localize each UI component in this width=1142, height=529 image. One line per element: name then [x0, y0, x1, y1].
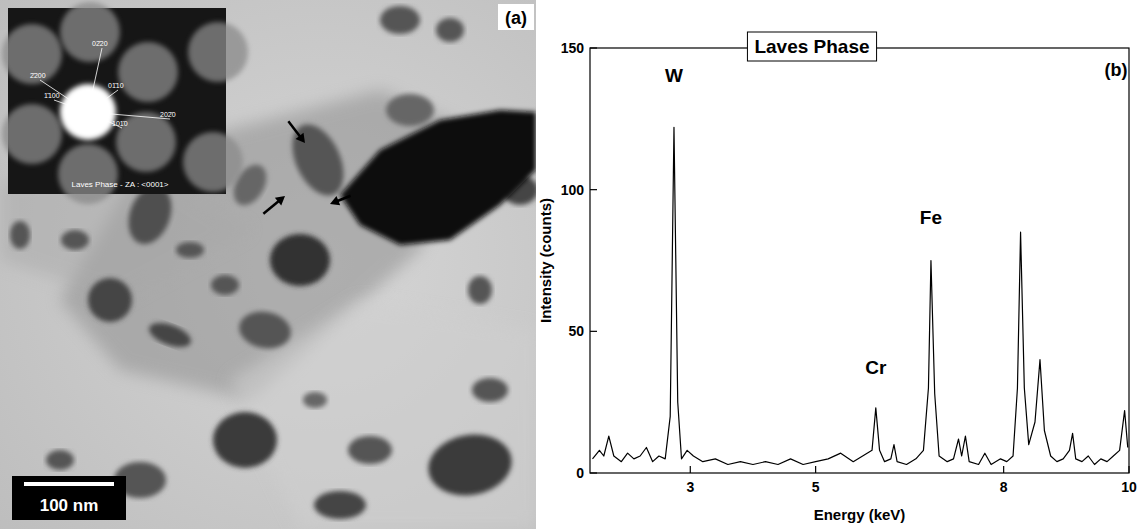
peak-label: Cr: [865, 357, 887, 378]
diffraction-disk: [2, 104, 62, 164]
diffraction-disk: [188, 22, 248, 82]
precipitate: [314, 491, 366, 519]
inset-caption: Laves Phase - ZA : <0001>: [72, 180, 169, 189]
grain-shade: [230, 300, 536, 529]
y-tick: [590, 189, 597, 190]
panel-label: (b): [1105, 60, 1128, 80]
precipitate: [436, 18, 464, 42]
diffraction-inset: 2̄200 1̄100 02̄20 01̄10 101̄0 202̄0 Laves Phas…: [2, 2, 248, 204]
plot-data: [593, 127, 1128, 464]
arrow-shaft: [288, 121, 301, 138]
y-tick-label: 0: [576, 465, 584, 481]
background: [0, 0, 1142, 529]
index-line: [88, 112, 170, 119]
x-axis-title: Energy (keV): [814, 506, 906, 523]
x-tick-label: 8: [1000, 479, 1008, 495]
panel-label: (a): [505, 8, 527, 28]
y-tick: [590, 472, 597, 473]
spot-label: 01̄10: [108, 82, 124, 89]
y-tick: [590, 47, 597, 48]
precipitate: [282, 116, 354, 203]
diffraction-disk: [183, 132, 243, 192]
title-box: [747, 32, 876, 61]
x-tick: [690, 466, 691, 473]
y-tick: [590, 331, 597, 332]
x-tick-label: 5: [812, 479, 820, 495]
arrow-head: [275, 196, 285, 206]
precipitate: [10, 221, 30, 249]
plot-frame: [590, 48, 1129, 473]
precipitate: [270, 234, 330, 286]
x-tick: [1128, 466, 1129, 473]
micrograph-ground: [0, 0, 536, 529]
y-tick-label: 100: [561, 182, 585, 198]
diffraction-disk: [2, 24, 62, 84]
diffraction-disk: [60, 2, 120, 62]
x-tick-label: 3: [686, 479, 694, 495]
precipitate: [213, 412, 277, 468]
panel-label-box: [498, 4, 534, 30]
arrow-head: [330, 196, 340, 205]
arrow-shaft: [263, 200, 280, 214]
precipitate: [88, 278, 132, 322]
precipitate: [423, 428, 516, 502]
precipitate: [211, 275, 239, 295]
spot-label: 101̄0: [112, 120, 128, 127]
chart-title: Laves Phase: [754, 36, 869, 57]
scale-bar-label: 100 nm: [40, 496, 99, 515]
precipitate: [380, 6, 420, 34]
index-line: [88, 48, 102, 112]
precipitate: [61, 230, 89, 250]
laves-particle: [340, 110, 536, 245]
index-line: [40, 80, 88, 112]
spot-label: 2̄200: [30, 72, 46, 79]
index-line: [88, 90, 118, 112]
precipitate: [386, 94, 434, 126]
diffraction-disk: [58, 144, 118, 204]
spot-label: 202̄0: [160, 111, 176, 118]
precipitate: [146, 318, 194, 352]
scale-bar: [24, 482, 114, 486]
precipitate: [348, 436, 392, 464]
diffraction-disk: [118, 42, 178, 102]
precipitate: [46, 450, 74, 470]
spot-label: 02̄20: [92, 40, 108, 47]
x-tick: [815, 466, 816, 473]
precipitate: [468, 276, 492, 304]
peak-label: W: [665, 65, 683, 86]
spectrum-line: [593, 127, 1128, 464]
y-axis-title: Intensity (counts): [537, 198, 554, 323]
x-tick-label: 10: [1121, 479, 1137, 495]
precipitate: [176, 242, 204, 258]
x-tick: [1003, 466, 1004, 473]
precipitate: [236, 308, 293, 352]
y-tick-label: 150: [561, 40, 585, 56]
precipitate: [472, 378, 508, 402]
precipitate: [303, 392, 327, 408]
scale-bar-box: [12, 476, 126, 520]
spot-label: 1̄100: [44, 92, 60, 99]
arrow-head: [296, 133, 305, 143]
figure: 2̄200 1̄100 02̄20 01̄10 101̄0 202̄0 Laves Phas…: [0, 0, 1142, 529]
spectrum-panel: 35810050100150Energy (keV)Intensity (cou…: [537, 32, 1137, 523]
micrograph: 2̄200 1̄100 02̄20 01̄10 101̄0 202̄0 Laves Phas…: [0, 0, 536, 529]
index-line: [54, 100, 88, 112]
y-tick-label: 50: [568, 323, 584, 339]
peak-label: Fe: [920, 207, 942, 228]
